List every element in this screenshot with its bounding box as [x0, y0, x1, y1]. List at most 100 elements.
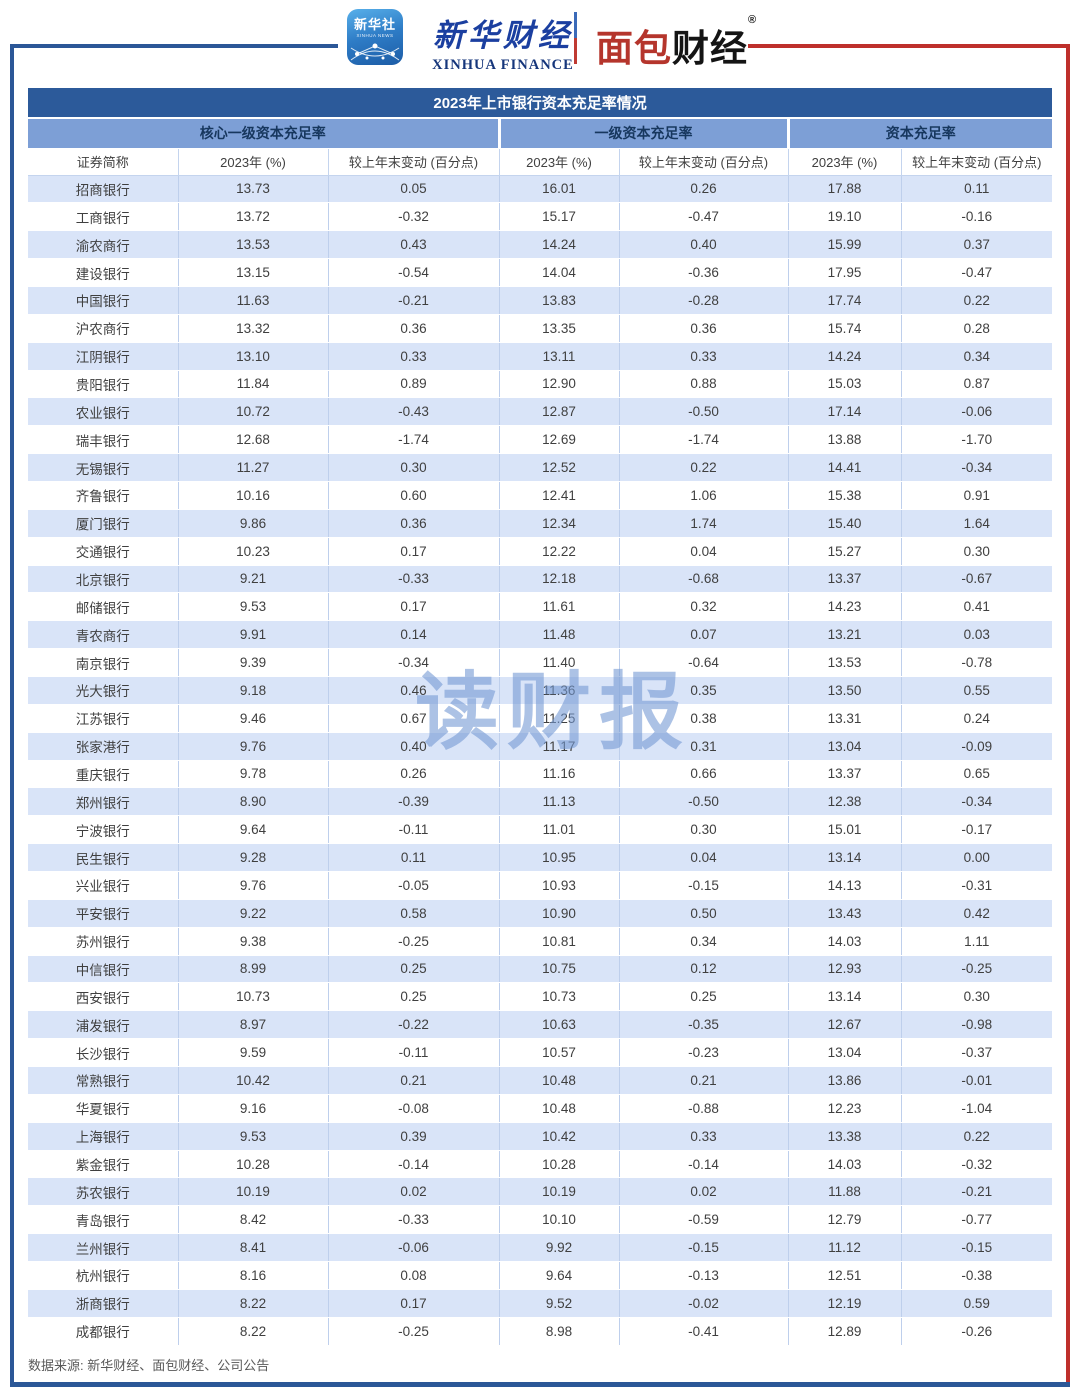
value-cell: 9.76: [177, 732, 328, 761]
value-cell: 0.14: [327, 620, 499, 650]
value-cell: -0.14: [327, 1150, 499, 1179]
value-cell: 0.22: [618, 453, 788, 482]
table-row: 贵阳银行 11.84 0.89 12.90 0.88 15.03 0.87: [28, 370, 1053, 399]
value-cell: 1.06: [618, 481, 788, 510]
value-cell: 0.11: [900, 175, 1053, 204]
value-cell: 0.34: [618, 927, 788, 956]
xinhua-finance-logo-en: XINHUA FINANCE: [432, 57, 574, 73]
value-cell: 0.35: [618, 676, 788, 705]
value-cell: -0.25: [900, 955, 1053, 984]
value-cell: 0.04: [618, 843, 788, 872]
value-cell: 11.12: [787, 1233, 901, 1263]
value-cell: 15.01: [787, 815, 901, 845]
value-cell: 10.93: [498, 871, 619, 900]
value-cell: -0.09: [900, 732, 1053, 761]
table-row: 平安银行 9.22 0.58 10.90 0.50 13.43 0.42: [28, 899, 1053, 928]
value-cell: 11.84: [177, 370, 328, 399]
value-cell: 15.03: [787, 370, 901, 399]
value-cell: -0.11: [327, 815, 499, 845]
value-cell: 1.11: [900, 927, 1053, 956]
value-cell: 12.67: [787, 1010, 901, 1040]
frame-left-border: [10, 44, 14, 1387]
value-cell: 8.97: [177, 1010, 328, 1040]
value-cell: 0.67: [327, 704, 499, 733]
capital-adequacy-table: 2023年上市银行资本充足率情况 核心一级资本充足率 一级资本充足率 资本充足率 证…: [28, 88, 1053, 1346]
value-cell: 10.75: [498, 955, 619, 984]
value-cell: 12.89: [787, 1317, 901, 1346]
value-cell: 14.03: [787, 1150, 901, 1179]
value-cell: 0.91: [900, 481, 1053, 510]
value-cell: -0.21: [900, 1177, 1053, 1207]
value-cell: -0.50: [618, 397, 788, 427]
value-cell: -0.17: [900, 815, 1053, 845]
table-row: 齐鲁银行 10.16 0.60 12.41 1.06 15.38 0.91: [28, 481, 1053, 510]
value-cell: 10.19: [177, 1177, 328, 1207]
value-cell: -0.47: [618, 202, 788, 232]
value-cell: 12.52: [498, 453, 619, 482]
bank-name: 南京银行: [28, 648, 178, 677]
bank-name: 厦门银行: [28, 509, 178, 538]
value-cell: 14.41: [787, 453, 901, 482]
bank-name: 中国银行: [28, 286, 178, 315]
value-cell: 9.78: [177, 760, 328, 789]
bank-name: 上海银行: [28, 1122, 178, 1151]
value-cell: 10.42: [177, 1066, 328, 1095]
value-cell: 0.43: [327, 230, 499, 260]
value-cell: 10.90: [498, 899, 619, 928]
value-cell: 0.26: [327, 760, 499, 789]
value-cell: 0.33: [327, 342, 499, 371]
value-cell: 12.51: [787, 1261, 901, 1290]
value-cell: 0.11: [327, 843, 499, 872]
group-header: 资本充足率: [786, 117, 1053, 149]
table-row: 农业银行 10.72 -0.43 12.87 -0.50 17.14 -0.06: [28, 397, 1053, 427]
value-cell: 12.34: [498, 509, 619, 538]
value-cell: -0.32: [900, 1150, 1053, 1179]
xinhua-finance-logo: 新华财经 XINHUA FINANCE: [408, 10, 598, 74]
value-cell: 11.48: [498, 620, 619, 650]
value-cell: -1.70: [900, 425, 1053, 455]
column-header-row: 证券简称 2023年 (%) 较上年末变动 (百分点) 2023年 (%) 较上年末变动…: [28, 148, 1053, 176]
value-cell: -0.31: [900, 871, 1053, 900]
value-cell: 0.02: [327, 1177, 499, 1207]
value-cell: 8.98: [498, 1317, 619, 1346]
value-cell: 9.16: [177, 1094, 328, 1123]
table-row: 中信银行 8.99 0.25 10.75 0.12 12.93 -0.25: [28, 955, 1053, 984]
value-cell: 15.27: [787, 537, 901, 566]
value-cell: -0.47: [900, 258, 1053, 287]
value-cell: 12.19: [787, 1289, 901, 1318]
bank-name: 西安银行: [28, 982, 178, 1012]
value-cell: 8.22: [177, 1289, 328, 1318]
value-cell: 0.46: [327, 676, 499, 705]
value-cell: 13.32: [177, 314, 328, 343]
value-cell: 8.16: [177, 1261, 328, 1290]
value-cell: 9.59: [177, 1038, 328, 1067]
table-row: 重庆银行 9.78 0.26 11.16 0.66 13.37 0.65: [28, 760, 1053, 789]
value-cell: -0.39: [327, 787, 499, 817]
value-cell: -0.21: [327, 286, 499, 315]
bank-name: 张家港行: [28, 732, 178, 761]
bank-name: 青岛银行: [28, 1205, 178, 1235]
value-cell: 9.22: [177, 899, 328, 928]
value-cell: -0.54: [327, 258, 499, 287]
frame-right-border: [1066, 44, 1070, 1387]
value-cell: 10.63: [498, 1010, 619, 1040]
value-cell: 10.10: [498, 1205, 619, 1235]
data-source-note: 数据来源: 新华财经、面包财经、公司公告: [28, 1358, 270, 1373]
value-cell: 17.14: [787, 397, 901, 427]
network-globe-icon: [350, 43, 400, 61]
bank-name: 常熟银行: [28, 1066, 178, 1095]
frame-top-right-border: [748, 44, 1070, 48]
value-cell: -0.25: [327, 1317, 499, 1346]
value-cell: -0.37: [900, 1038, 1053, 1067]
value-cell: -0.68: [618, 565, 788, 594]
value-cell: -0.77: [900, 1205, 1053, 1235]
value-cell: 19.10: [787, 202, 901, 232]
value-cell: 11.63: [177, 286, 328, 315]
logo-divider: [574, 12, 577, 64]
bank-name: 华夏银行: [28, 1094, 178, 1123]
bank-name: 浦发银行: [28, 1010, 178, 1040]
table-row: 邮储银行 9.53 0.17 11.61 0.32 14.23 0.41: [28, 592, 1053, 622]
column-header: 较上年末变动 (百分点): [618, 148, 788, 176]
value-cell: 12.87: [498, 397, 619, 427]
table-row: 厦门银行 9.86 0.36 12.34 1.74 15.40 1.64: [28, 509, 1053, 538]
